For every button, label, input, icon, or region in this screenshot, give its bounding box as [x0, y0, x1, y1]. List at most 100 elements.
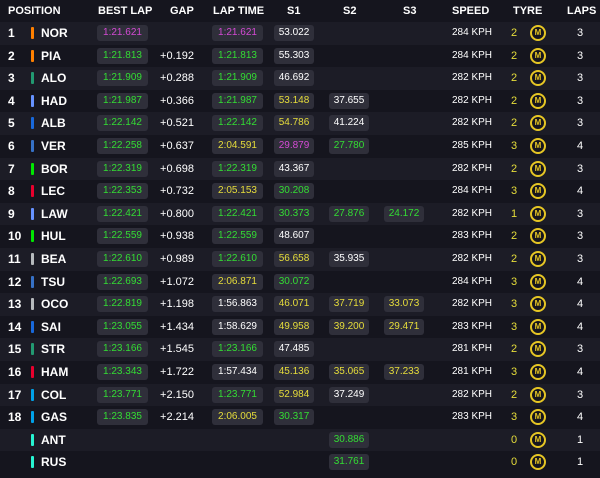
driver-code[interactable]: HAD [41, 93, 67, 108]
driver-code[interactable]: STR [41, 342, 65, 357]
position-number: 17 [8, 387, 22, 402]
tyre-age: 3 [510, 140, 518, 152]
table-row[interactable]: 4 HAD 1:21.987 +0.366 1:21.987 53.148 37.655 28… [0, 90, 600, 113]
table-row[interactable]: 3 ALO 1:21.909 +0.288 1:21.909 46.692 282 KPH 2… [0, 67, 600, 90]
position-number: 15 [8, 342, 22, 357]
table-row[interactable]: 5 ALB 1:22.142 +0.521 1:22.142 54.786 41.224 28… [0, 112, 600, 135]
last-lap-time: 2:06.871 [212, 273, 263, 290]
medium-compound-icon: M [530, 160, 546, 177]
table-row[interactable]: 15 STR 1:23.166 +1.545 1:23.166 47.485 281 KPH… [0, 338, 600, 361]
driver-code[interactable]: HUL [41, 229, 66, 244]
table-row[interactable]: RUS 31.761 0 M 1 [0, 451, 600, 474]
medium-compound-icon: M [530, 409, 546, 426]
table-row[interactable]: 18 GAS 1:23.835 +2.214 2:06.005 30.317 283 KPH… [0, 406, 600, 429]
sector-1-time: 30.072 [274, 273, 314, 290]
driver-code[interactable]: ANT [41, 432, 66, 447]
last-lap-time: 1:21.987 [212, 92, 263, 109]
table-row[interactable]: 1 NOR 1:21.621 1:21.621 53.022 284 KPH 2 M 3 [0, 22, 600, 45]
driver-code[interactable]: BOR [41, 161, 68, 176]
last-lap-time: 1:22.142 [212, 115, 263, 132]
gap-to-leader: +1.545 [160, 343, 194, 356]
driver-code[interactable]: LAW [41, 206, 68, 221]
gap-to-leader: +0.698 [160, 162, 194, 175]
table-row[interactable]: 12 TSU 1:22.693 +1.072 2:06.871 30.072 284 KPH… [0, 271, 600, 294]
team-color-bar [31, 49, 34, 62]
sector-2-time: 27.780 [329, 138, 369, 154]
last-lap-time: 1:22.319 [212, 160, 263, 177]
tyre-age: 2 [510, 343, 518, 356]
driver-code[interactable]: COL [41, 387, 67, 402]
position-number: 4 [8, 93, 15, 108]
team-color-bar [31, 94, 34, 107]
tyre-age: 3 [510, 275, 518, 288]
speed-trap: 282 KPH [452, 388, 493, 400]
position-number [8, 429, 28, 452]
table-row[interactable]: 13 OCO 1:22.819 +1.198 1:56.863 46.071 37.719 3… [0, 293, 600, 316]
laps-completed: 3 [576, 388, 584, 401]
header-best-lap: BEST LAP [98, 5, 153, 17]
laps-completed: 3 [576, 162, 584, 175]
laps-completed: 4 [576, 320, 584, 333]
table-row[interactable]: ANT 30.886 0 M 1 [0, 428, 600, 452]
tyre-age: 1 [510, 207, 518, 220]
position-number: 7 [8, 161, 15, 176]
best-lap-time: 1:22.258 [97, 138, 148, 154]
best-lap-time: 1:23.343 [97, 364, 148, 380]
driver-code[interactable]: RUS [41, 455, 67, 470]
position-number: 14 [8, 319, 22, 334]
sector-1-time: 30.208 [274, 183, 314, 200]
driver-code[interactable]: LEC [41, 184, 65, 199]
medium-compound-icon: M [530, 228, 546, 245]
gap-to-leader: +0.288 [160, 72, 194, 85]
driver-code[interactable]: NOR [41, 26, 68, 40]
sector-2-time: 41.224 [329, 115, 369, 132]
table-row[interactable]: 8 LEC 1:22.353 +0.732 2:05.153 30.208 284 KPH 3… [0, 180, 600, 203]
sector-1-time: 53.022 [274, 25, 314, 41]
sector-2-time: 31.761 [329, 454, 369, 471]
sector-2-time: 30.886 [329, 431, 369, 448]
team-color-bar [31, 162, 34, 175]
driver-code[interactable]: OCO [41, 297, 69, 312]
table-row[interactable]: 2 PIA 1:21.813 +0.192 1:21.813 55.303 284 KPH 2… [0, 45, 600, 68]
last-lap-time: 1:22.610 [212, 251, 263, 267]
driver-code[interactable]: PIA [41, 48, 62, 63]
medium-compound-icon: M [530, 296, 546, 313]
laps-completed: 3 [576, 27, 584, 39]
laps-completed: 3 [576, 117, 584, 130]
driver-code[interactable]: GAS [41, 410, 68, 425]
gap-to-leader: +0.366 [160, 94, 194, 107]
driver-code[interactable]: VER [41, 139, 66, 153]
last-lap-time: 1:23.166 [212, 341, 263, 358]
best-lap-time: 1:22.559 [97, 228, 148, 245]
last-lap-time: 1:21.621 [212, 25, 263, 41]
position-number: 5 [8, 116, 15, 131]
gap-to-leader: +0.521 [160, 117, 194, 130]
table-row[interactable]: 14 SAI 1:23.055 +1.434 1:58.629 49.958 39.200 2… [0, 316, 600, 339]
sector-1-time: 45.136 [274, 364, 314, 380]
driver-code[interactable]: SAI [41, 319, 62, 334]
header-s3: S3 [403, 5, 417, 17]
medium-compound-icon: M [530, 25, 546, 41]
table-row[interactable]: 10 HUL 1:22.559 +0.938 1:22.559 48.607 283 KPH… [0, 225, 600, 248]
driver-code[interactable]: HAM [41, 365, 69, 379]
header-s1: S1 [287, 5, 301, 17]
laps-completed: 4 [576, 140, 584, 152]
table-row[interactable]: 7 BOR 1:22.319 +0.698 1:22.319 43.367 282 KPH 2… [0, 157, 600, 181]
position-number: 13 [8, 297, 22, 312]
sector-1-time: 52.984 [274, 386, 314, 403]
last-lap-time: 1:22.421 [212, 205, 263, 222]
best-lap-time: 1:22.610 [97, 251, 148, 267]
medium-compound-icon: M [530, 70, 546, 87]
table-row[interactable]: 9 LAW 1:22.421 +0.800 1:22.421 30.373 27.876 24… [0, 202, 600, 226]
table-row[interactable]: 17 COL 1:23.771 +2.150 1:23.771 52.984 37.249 2… [0, 383, 600, 407]
driver-code[interactable]: BEA [41, 252, 67, 266]
driver-code[interactable]: TSU [41, 274, 65, 289]
driver-code[interactable]: ALO [41, 71, 67, 86]
driver-code[interactable]: ALB [41, 116, 66, 131]
table-row[interactable]: 11 BEA 1:22.610 +0.989 1:22.610 56.658 35.935 2… [0, 248, 600, 271]
speed-trap: 282 KPH [452, 94, 493, 106]
table-row[interactable]: 16 HAM 1:23.343 +1.722 1:57.434 45.136 35.065 3… [0, 361, 600, 384]
sector-1-time: 48.607 [274, 228, 314, 245]
laps-completed: 3 [576, 94, 584, 107]
table-row[interactable]: 6 VER 1:22.258 +0.637 2:04.591 29.879 27.780 28… [0, 135, 600, 158]
